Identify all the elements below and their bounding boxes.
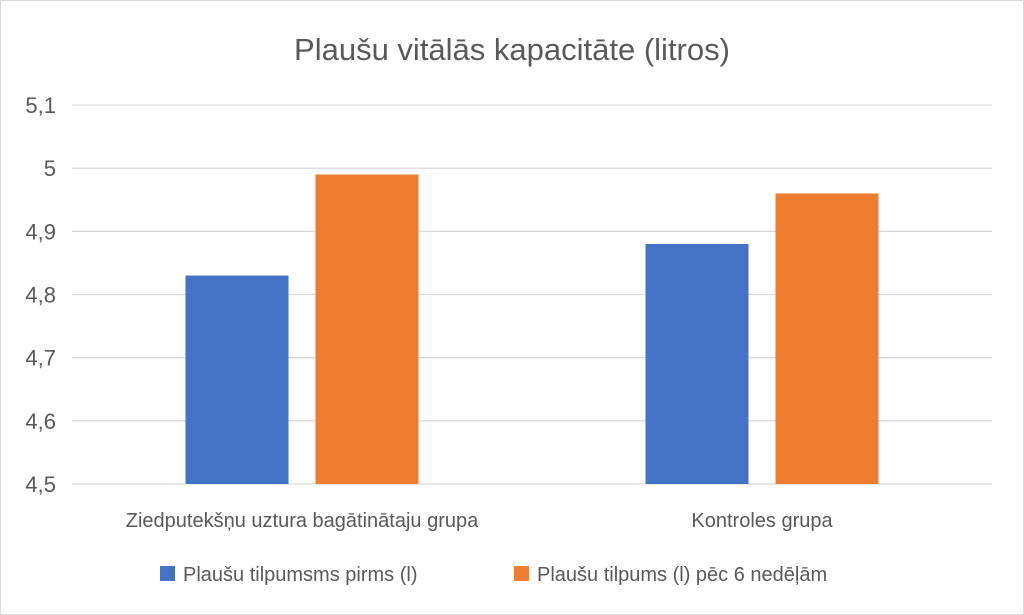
legend-label: Plaušu tilpums (l) pēc 6 nedēļām [537, 564, 827, 586]
y-tick-label: 4,8 [25, 283, 56, 308]
y-tick-label: 4,6 [25, 409, 56, 434]
y-tick-label: 4,5 [25, 472, 56, 497]
legend-label: Plaušu tilpumsms pirms (l) [183, 564, 417, 586]
y-axis-ticks: 4,5 4,6 4,7 4,8 4,9 5 5,1 [25, 93, 56, 497]
legend-swatch [160, 566, 175, 581]
bars [185, 174, 879, 484]
x-axis-categories: Ziedputekšņu uztura bagātinātaju grupa Ko… [126, 510, 834, 532]
y-tick-label: 5 [44, 156, 56, 181]
y-tick-label: 4,7 [25, 346, 56, 371]
bar-series-2-cat-2 [775, 193, 879, 484]
x-category-label: Ziedputekšņu uztura bagātinātaju grupa [126, 510, 479, 532]
y-tick-label: 5,1 [25, 93, 56, 118]
legend-swatch [514, 566, 529, 581]
x-category-label: Kontroles grupa [691, 510, 833, 532]
y-tick-label: 4,9 [25, 219, 56, 244]
legend: Plaušu tilpumsms pirms (l) Plaušu tilpums… [160, 564, 827, 586]
bar-series-1-cat-2 [645, 243, 749, 484]
bar-series-1-cat-1 [185, 275, 289, 484]
bar-series-2-cat-1 [315, 174, 419, 484]
chart-title: Plaušu vitālās kapacitāte (litros) [294, 32, 730, 67]
